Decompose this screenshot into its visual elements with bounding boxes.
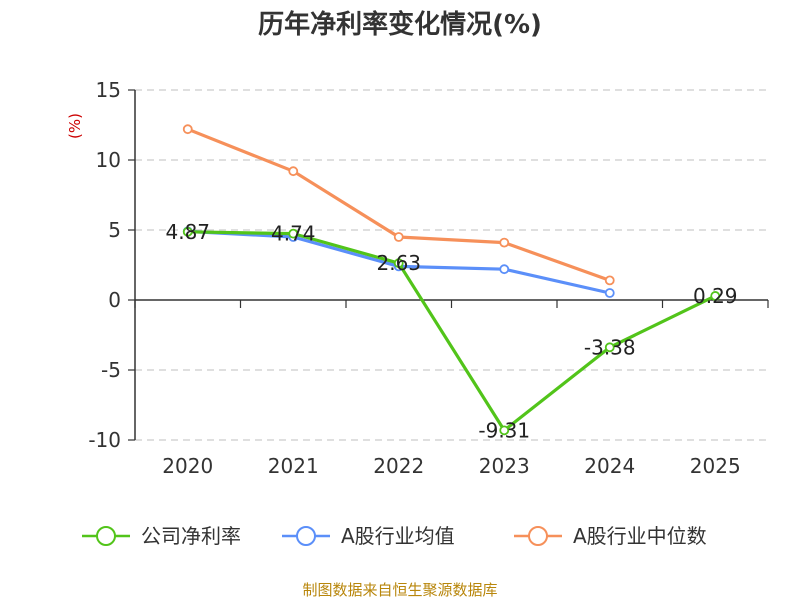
y-tick-label: 15 bbox=[96, 78, 121, 102]
data-label: 2.63 bbox=[376, 251, 421, 275]
y-tick-label: 5 bbox=[108, 218, 121, 242]
data-label: 4.87 bbox=[165, 220, 210, 244]
data-point bbox=[182, 124, 193, 135]
data-label: 4.74 bbox=[271, 222, 316, 246]
y-axis-label: (%) bbox=[66, 113, 84, 139]
x-tick-label: 2020 bbox=[162, 454, 213, 478]
grid-lines bbox=[135, 89, 768, 441]
x-tick-label: 2023 bbox=[479, 454, 530, 478]
data-point bbox=[604, 275, 615, 286]
x-tick-label: 2021 bbox=[268, 454, 319, 478]
legend-swatch-marker bbox=[96, 526, 116, 546]
data-point bbox=[710, 291, 721, 301]
data-point bbox=[393, 258, 404, 269]
legend[interactable]: 公司净利率 A股行业均值 A股行业中位数 bbox=[82, 524, 707, 548]
legend-item[interactable]: A股行业均值 bbox=[282, 524, 455, 548]
data-point bbox=[288, 228, 299, 239]
source-note: 制图数据来自恒生聚源数据库 bbox=[302, 581, 497, 599]
data-label: -3.38 bbox=[584, 335, 636, 359]
y-tick-label: 0 bbox=[108, 288, 121, 312]
chart-title: 历年净利率变化情况(%) bbox=[258, 9, 542, 40]
y-tick-label: 10 bbox=[96, 148, 121, 172]
data-point bbox=[499, 264, 510, 275]
legend-item[interactable]: 公司净利率 bbox=[82, 524, 241, 548]
x-tick-label: 2025 bbox=[690, 454, 741, 478]
data-point bbox=[393, 232, 404, 242]
data-point bbox=[499, 425, 510, 436]
data-labels: 4.87 4.74 2.63 -9.31 -3.38 0.29 bbox=[165, 220, 737, 443]
data-label: 0.29 bbox=[693, 284, 738, 308]
data-point bbox=[288, 166, 299, 177]
series-lines bbox=[182, 124, 721, 436]
data-point bbox=[604, 342, 615, 353]
x-tick-label: 2022 bbox=[373, 454, 424, 478]
data-point bbox=[604, 288, 615, 298]
legend-swatch-marker bbox=[528, 526, 548, 546]
y-tick-label: -5 bbox=[101, 358, 121, 382]
legend-label: 公司净利率 bbox=[141, 524, 241, 548]
data-point bbox=[182, 226, 193, 237]
legend-label: A股行业中位数 bbox=[573, 524, 707, 548]
series-line bbox=[187, 230, 716, 432]
legend-swatch-marker bbox=[296, 526, 316, 546]
data-label: -9.31 bbox=[478, 418, 530, 442]
legend-item[interactable]: A股行业中位数 bbox=[514, 524, 707, 548]
axes: 15 10 5 0 -5 -10 2020 2021 2022 2023 2024 2025 bbox=[88, 78, 769, 478]
legend-label: A股行业均值 bbox=[341, 524, 455, 548]
data-point bbox=[499, 237, 510, 248]
y-tick-label: -10 bbox=[88, 428, 121, 452]
x-tick-label: 2024 bbox=[584, 454, 635, 478]
